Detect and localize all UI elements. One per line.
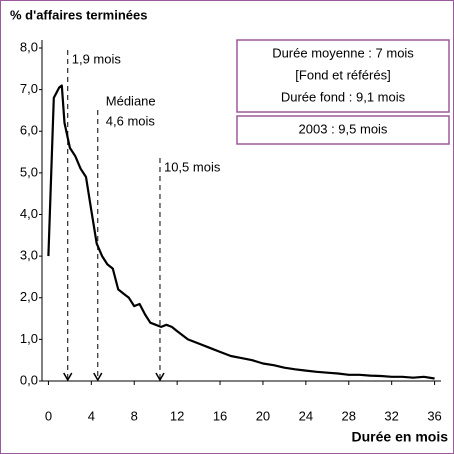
x-axis-title: Durée en mois — [352, 429, 449, 445]
y-tick-label: 0,0 — [20, 372, 38, 387]
info-text: 2003 : 9,5 mois — [299, 121, 388, 136]
marker-arrow — [155, 372, 165, 382]
x-tick-label: 24 — [299, 408, 313, 423]
info-text: [Fond et référés] — [295, 67, 390, 82]
x-tick-label: 32 — [384, 408, 398, 423]
x-tick-label: 0 — [45, 408, 52, 423]
x-tick-label: 12 — [170, 408, 184, 423]
x-tick-label: 4 — [88, 408, 95, 423]
marker-label: 10,5 mois — [164, 159, 221, 174]
info-box — [236, 39, 450, 113]
marker-label: 4,6 mois — [106, 113, 156, 128]
y-tick-label: 3,0 — [20, 248, 38, 263]
y-tick-label: 8,0 — [20, 39, 38, 54]
marker-label: Médiane — [106, 93, 156, 108]
marker-label: 1,9 mois — [72, 51, 122, 66]
x-tick-label: 20 — [256, 408, 270, 423]
x-tick-label: 16 — [213, 408, 227, 423]
y-tick-label: 1,0 — [20, 331, 38, 346]
info-text: Durée moyenne : 7 mois — [272, 45, 414, 60]
y-tick-label: 6,0 — [20, 123, 38, 138]
y-tick-label: 5,0 — [20, 164, 38, 179]
x-tick-label: 28 — [342, 408, 356, 423]
y-tick-label: 4,0 — [20, 206, 38, 221]
y-tick-label: 7,0 — [20, 81, 38, 96]
info-text: Durée fond : 9,1 mois — [281, 89, 406, 104]
y-axis-title: % d'affaires terminées — [10, 7, 147, 22]
y-tick-label: 2,0 — [20, 289, 38, 304]
marker-arrow — [63, 372, 73, 382]
x-tick-label: 8 — [131, 408, 138, 423]
info-box — [236, 115, 450, 145]
line-series — [47, 84, 435, 380]
x-tick-label: 36 — [427, 408, 441, 423]
marker-arrow — [93, 372, 103, 382]
